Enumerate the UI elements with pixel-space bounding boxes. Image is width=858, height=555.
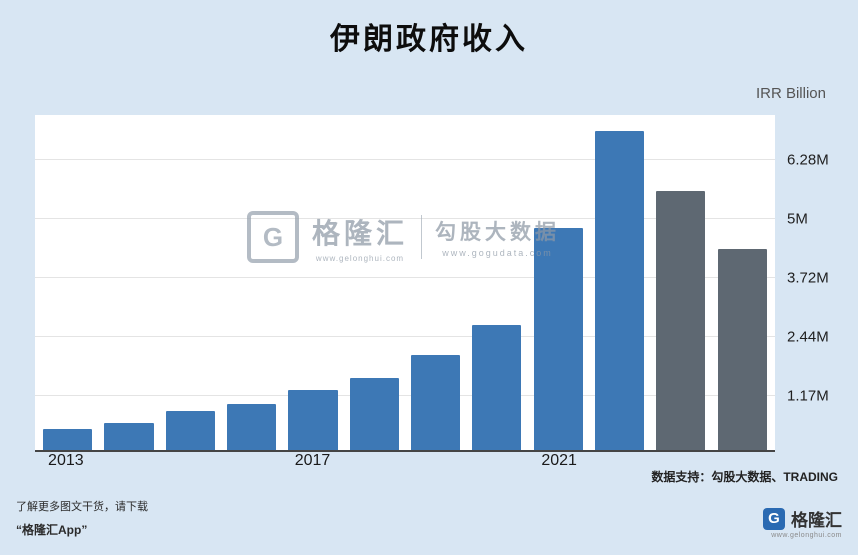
promo-text: 了解更多图文干货，请下载 “格隆汇App”: [16, 496, 148, 542]
gridline: [35, 394, 775, 396]
footer-brand-name: 格隆汇: [791, 511, 842, 530]
bar-2015: [165, 410, 215, 450]
y-axis-tick-label: 6.28M: [787, 151, 829, 169]
bars: [35, 115, 775, 450]
gridline: [35, 158, 775, 160]
watermark: G 格隆汇 www.gelonghui.com 勾股大数据 www.goguda…: [247, 211, 560, 263]
x-axis-tick-label: 2021: [541, 452, 577, 469]
x-axis-tick-label: 2013: [48, 452, 84, 469]
promo-line-2: “格隆汇App”: [16, 523, 88, 537]
data-support-note: 数据支持：勾股大数据、TRADING: [651, 470, 838, 484]
bar-slot: [160, 115, 221, 450]
gelonghui-footer-logo-icon: G: [763, 507, 785, 530]
gridline: [35, 336, 775, 338]
gridline: [35, 277, 775, 279]
gridline: [35, 217, 775, 219]
bar-slot: [650, 115, 711, 450]
footer-brand: G 格隆汇 www.gelonghui.com: [763, 506, 842, 539]
y-axis-tick-label: 1.17M: [787, 387, 829, 405]
bar-slot: [405, 115, 466, 450]
plot-area: G 格隆汇 www.gelonghui.com 勾股大数据 www.goguda…: [35, 115, 775, 452]
bar-2019: [411, 355, 461, 450]
watermark-divider: [421, 215, 423, 259]
bar-slot: [282, 115, 343, 450]
gelonghui-logo-icon: G: [247, 211, 299, 263]
bar-slot: [221, 115, 282, 450]
bar-2020: [472, 325, 522, 450]
bar-2023: [656, 191, 706, 450]
bar-2024: [717, 249, 767, 450]
bar-slot: [98, 115, 159, 450]
bar-2016: [227, 403, 277, 450]
watermark-brand-text: 格隆汇: [312, 217, 409, 249]
watermark-partner-text: 勾股大数据: [435, 221, 561, 244]
bar-slot: [589, 115, 650, 450]
y-axis-tick-label: 5M: [787, 210, 808, 228]
bar-slot: [712, 115, 773, 450]
bar-2018: [349, 378, 399, 450]
chart-title: 伊朗政府收入: [330, 23, 528, 56]
footer-brand-url: www.gelonghui.com: [771, 532, 842, 539]
bar-slot: [466, 115, 527, 450]
y-axis-tick-label: 3.72M: [787, 269, 829, 287]
bar-slot: [528, 115, 589, 450]
bar-slot: [37, 115, 98, 450]
y-axis: 1.17M 2.44M 3.72M 5M 6.28M: [787, 115, 851, 450]
x-axis: 2013 2017 2021: [35, 452, 775, 478]
bar-2014: [104, 423, 154, 450]
x-axis-tick-label: 2017: [294, 452, 331, 469]
promo-line-1: 了解更多图文干货，请下载: [16, 501, 148, 513]
bar-2013: [43, 429, 93, 450]
bar-2017: [288, 389, 338, 450]
bar-2021: [533, 228, 583, 450]
watermark-partner-url: www.gogudata.com: [442, 248, 553, 258]
bar-slot: [344, 115, 405, 450]
watermark-brand-url: www.gelonghui.com: [315, 253, 405, 263]
y-axis-tick-label: 2.44M: [787, 328, 829, 346]
bar-2022: [595, 131, 645, 450]
y-axis-unit-label: IRR Billion: [755, 85, 826, 102]
